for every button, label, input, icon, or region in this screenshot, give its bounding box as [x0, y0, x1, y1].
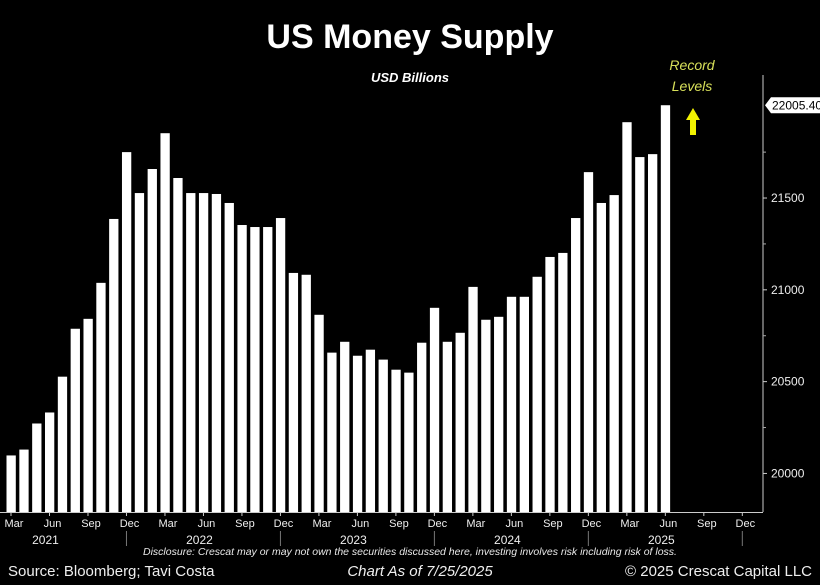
- x-tick-label: Dec: [428, 518, 448, 530]
- bar: [635, 157, 645, 513]
- x-tick-label: Mar: [158, 518, 177, 530]
- bar: [224, 202, 234, 512]
- copyright: © 2025 Crescat Capital LLC: [625, 563, 812, 580]
- bar: [558, 252, 568, 512]
- bar: [365, 349, 376, 512]
- x-year-label: 2024: [494, 533, 521, 547]
- last-value-label: 22005.40: [772, 99, 820, 113]
- bar: [429, 307, 440, 512]
- bar: [32, 423, 42, 512]
- bar: [506, 296, 517, 512]
- last-value-callout: [765, 97, 820, 114]
- bar: [481, 319, 491, 512]
- bar: [198, 193, 209, 512]
- bar: [250, 227, 260, 513]
- bar: [263, 227, 273, 513]
- bar: [109, 218, 119, 512]
- bar: [327, 352, 337, 512]
- bar: [96, 282, 106, 512]
- bar: [121, 152, 132, 512]
- x-tick-label: Dec: [120, 518, 140, 530]
- x-tick-label: Dec: [582, 518, 602, 530]
- bar: [583, 172, 594, 512]
- x-tick-label: Mar: [466, 518, 485, 530]
- x-tick-label: Jun: [505, 518, 523, 530]
- x-year-label: 2021: [32, 533, 59, 547]
- bar: [494, 316, 504, 512]
- bar: [160, 133, 170, 513]
- bar: [596, 202, 606, 512]
- x-tick-label: Sep: [389, 518, 409, 530]
- bar: [57, 376, 68, 512]
- bar: [134, 193, 145, 512]
- bar: [391, 369, 401, 512]
- bar: [455, 332, 465, 512]
- bar: [532, 276, 542, 512]
- bar: [545, 256, 555, 512]
- bar: [352, 355, 363, 512]
- bar: [519, 296, 529, 512]
- x-tick-label: Sep: [235, 518, 255, 530]
- bar: [648, 154, 658, 512]
- source: Source: Bloomberg; Tavi Costa: [8, 563, 215, 580]
- bar: [288, 272, 299, 512]
- bar: [340, 341, 350, 512]
- bar: [70, 328, 80, 512]
- x-tick-label: Jun: [352, 518, 370, 530]
- x-tick-label: Mar: [5, 518, 24, 530]
- bar: [468, 286, 478, 512]
- bar: [6, 455, 16, 512]
- x-year-label: 2025: [648, 533, 675, 547]
- x-tick-label: Mar: [620, 518, 639, 530]
- x-tick-label: Dec: [274, 518, 294, 530]
- bar: [622, 122, 632, 512]
- bar: [417, 342, 427, 512]
- bar: [237, 225, 247, 512]
- bar: [173, 178, 183, 512]
- bar: [186, 193, 196, 512]
- y-tick-label: 20000: [771, 466, 805, 480]
- bar: [609, 195, 619, 512]
- bar: [571, 218, 581, 513]
- x-tick-label: Jun: [659, 518, 677, 530]
- x-tick-label: Sep: [697, 518, 717, 530]
- x-tick-label: Sep: [543, 518, 563, 530]
- bar: [442, 341, 453, 512]
- disclosure: Disclosure: Crescat may or may not own t…: [143, 546, 677, 558]
- bar: [301, 274, 311, 512]
- bar: [404, 372, 414, 512]
- bar: [314, 314, 324, 512]
- y-tick-label: 20500: [771, 375, 805, 389]
- y-tick-label: 21500: [771, 191, 805, 205]
- bar: [44, 412, 55, 512]
- x-tick-label: Dec: [736, 518, 756, 530]
- bar: [275, 218, 286, 513]
- bar: [378, 359, 388, 512]
- x-tick-label: Jun: [198, 518, 216, 530]
- record-levels-annotation: Record Levels: [669, 57, 715, 94]
- chart-as-of: Chart As of 7/25/2025: [347, 563, 493, 580]
- bar: [19, 449, 29, 512]
- x-tick-label: Jun: [44, 518, 62, 530]
- bar: [83, 318, 93, 512]
- x-year-label: 2023: [340, 533, 367, 547]
- x-tick-label: Mar: [312, 518, 331, 530]
- y-tick-label: 21000: [771, 283, 805, 297]
- chart-subtitle: USD Billions: [370, 70, 449, 85]
- bar: [211, 193, 222, 512]
- bar: [147, 169, 157, 513]
- up-arrow-icon: [686, 108, 700, 135]
- x-tick-label: Sep: [81, 518, 101, 530]
- x-year-label: 2022: [186, 533, 213, 547]
- chart-title: US Money Supply: [266, 18, 554, 56]
- bar: [660, 105, 671, 512]
